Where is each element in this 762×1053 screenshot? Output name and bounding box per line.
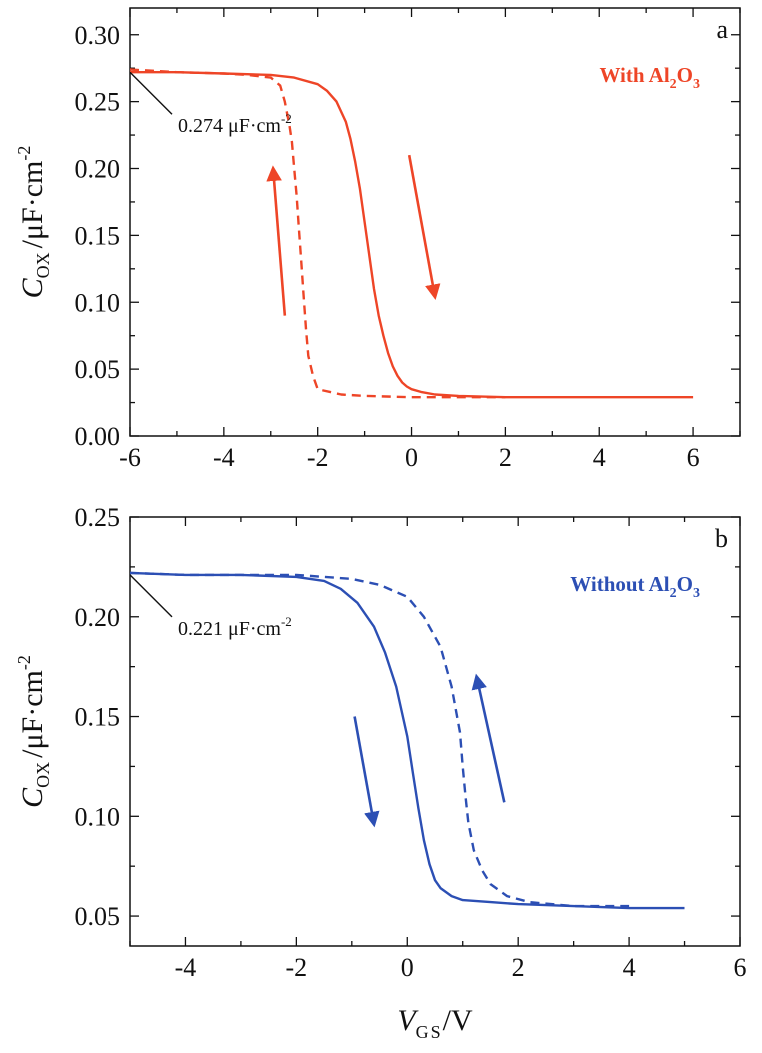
plot-frame — [129, 7, 741, 437]
y-tick-label: 0.10 — [75, 802, 121, 831]
x-tick-label: 2 — [512, 953, 525, 982]
capacitance-annotation: 0.274 μF·cm-2 — [178, 111, 292, 137]
panel-letter: a — [716, 15, 728, 44]
x-tick-label: -4 — [213, 443, 235, 472]
plot-frame — [129, 516, 741, 947]
y-tick-label: 0.15 — [75, 703, 121, 732]
x-tick-label: 0 — [401, 953, 414, 982]
y-tick-label: 0.05 — [75, 902, 121, 931]
y-tick-label: 0.05 — [75, 355, 121, 384]
y-tick-label: 0.15 — [75, 221, 121, 250]
y-tick-label: 0.00 — [75, 422, 121, 451]
y-axis-label: COX/μF·cm-2 — [14, 655, 53, 808]
x-axis-label: VGS/V — [397, 1004, 473, 1042]
sweep-direction-arrow — [266, 165, 287, 316]
y-tick-label: 0.25 — [75, 503, 121, 532]
x-tick-label: 6 — [687, 443, 700, 472]
x-tick-label: -2 — [286, 953, 308, 982]
panel-b: -4 -2 0 2 4 6 0.05 0.10 0.15 0.20 0.25 COX/μF·cm-2 V… — [14, 503, 747, 1042]
x-tick-label: 2 — [499, 443, 512, 472]
sweep-direction-arrow — [407, 154, 441, 300]
legend-label: Without Al2O3 — [570, 572, 700, 601]
annotation-leader — [129, 574, 173, 618]
series-solid-line — [130, 70, 694, 399]
y-axis-label: COX/μF·cm-2 — [14, 146, 53, 299]
capacitance-annotation: 0.221 μF·cm-2 — [178, 614, 292, 640]
y-tick-label: 0.20 — [75, 155, 121, 184]
x-tick-label: 4 — [593, 443, 606, 472]
annotation-leader — [129, 71, 173, 115]
x-tick-label: 4 — [623, 953, 636, 982]
x-tick-label: 6 — [734, 953, 747, 982]
panel-letter: b — [715, 524, 728, 553]
x-tick-label: -6 — [119, 443, 141, 472]
x-tick-label: 0 — [405, 443, 418, 472]
y-tick-label: 0.10 — [75, 288, 121, 317]
y-tick-label: 0.25 — [75, 88, 121, 117]
sweep-direction-arrow — [353, 716, 380, 828]
series-dashed-line — [129, 68, 506, 399]
legend-label: With Al2O3 — [599, 63, 700, 92]
sweep-direction-arrow — [471, 673, 506, 803]
y-tick-label: 0.20 — [75, 603, 121, 632]
y-tick-label: 0.30 — [75, 21, 121, 50]
x-tick-label: -2 — [307, 443, 329, 472]
x-tick-label: -4 — [175, 953, 197, 982]
series-dashed-line — [129, 571, 630, 908]
panel-a: -6 -4 -2 0 2 4 6 0.00 0.05 0.10 0.15 0.20 0.25 0.30 CO… — [14, 7, 741, 472]
series-solid-line — [129, 571, 685, 910]
